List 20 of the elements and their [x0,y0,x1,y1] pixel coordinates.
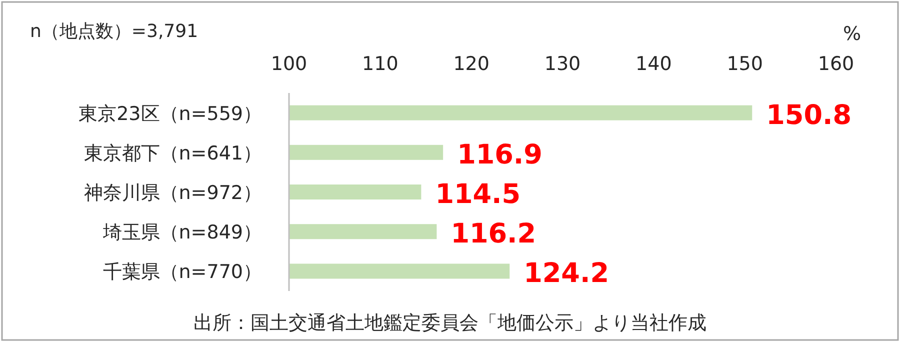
y-tick-label: 千葉県（n=770） [102,261,262,284]
data-label: 150.8 [766,100,852,131]
text: 出所：国土交通省土地鑑定委員会「地価公示」より当社作成 [194,312,706,334]
x-tick-label: 120 [453,53,490,75]
y-tick-label: 埼玉県（n=849） [102,222,262,244]
y-tick-label: 東京都下（n=641） [84,142,262,164]
x-tick-label: 130 [544,53,581,75]
x-tick-label: 110 [362,53,398,75]
data-label: 124.2 [524,258,610,290]
x-axis-title: % [842,23,862,45]
y-tick-label: 東京23区（n=559） [78,102,262,125]
x-tick-label: 150 [726,53,763,75]
y-tick-label: 神奈川県（n=972） [84,182,262,204]
x-tick-label: 140 [636,53,672,75]
text: n（地点数）=3,791 [30,21,198,42]
x-tick-label: 100 [270,53,308,75]
data-label: 114.5 [435,179,521,210]
data-label: 116.2 [450,218,536,250]
data-label: 116.9 [457,139,542,170]
x-tick-label: 160 [818,53,854,75]
